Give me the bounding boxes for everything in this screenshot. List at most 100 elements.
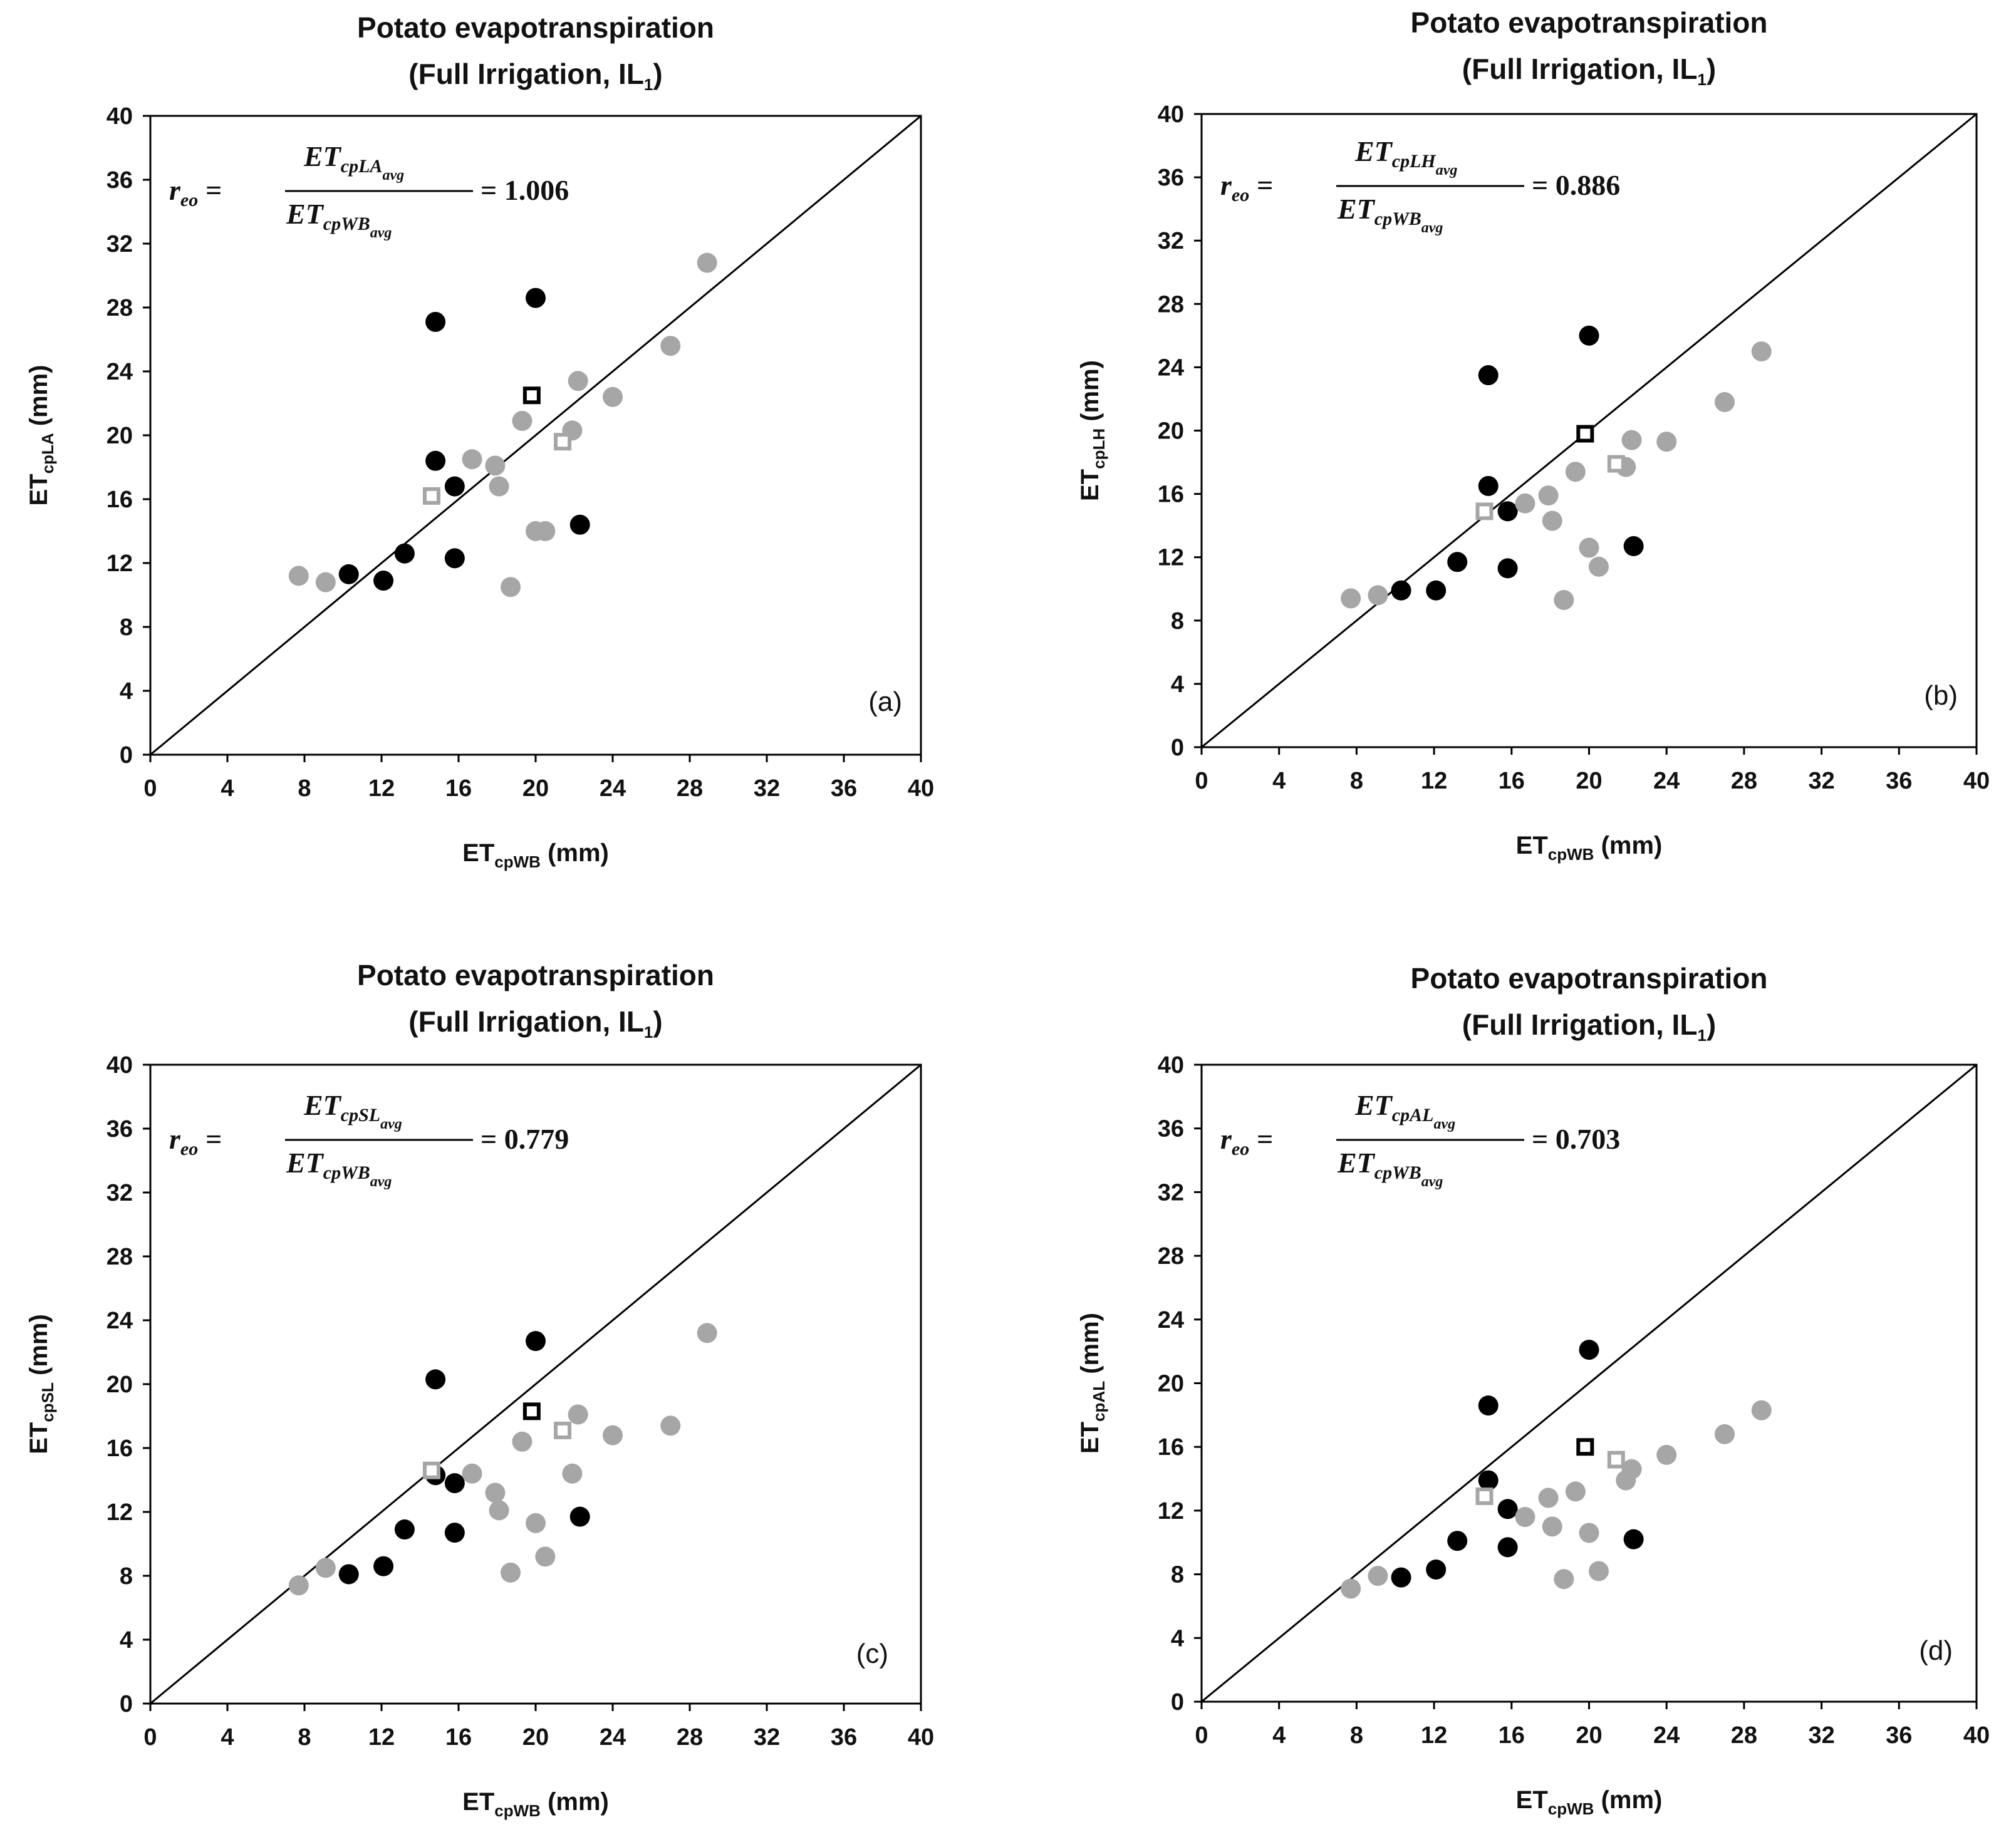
avg-marker-gray-avg (1475, 502, 1494, 520)
ratio-lhs-main: r (169, 1123, 181, 1155)
series-gray-avg (422, 433, 572, 505)
subtitle-text: ) (653, 1005, 662, 1038)
x-tick-label: 20 (522, 1724, 549, 1751)
chart-subtitle: (Full Irrigation, IL1) (408, 1005, 662, 1042)
x-axis-label-unit: (mm) (541, 839, 609, 867)
one-to-one-line (150, 115, 922, 756)
point-gray (1341, 588, 1361, 609)
x-tick-label: 24 (1653, 768, 1680, 794)
y-tick-label: 24 (1158, 354, 1184, 381)
ratio-lhs-main: r (1220, 169, 1232, 201)
x-axis-label-unit: (mm) (1594, 832, 1662, 859)
y-tick-label: 20 (1158, 418, 1184, 445)
point-black (1497, 558, 1518, 579)
subtitle-subscript: 1 (1697, 70, 1706, 89)
y-tick-label: 0 (120, 1691, 133, 1717)
y-tick-label: 12 (107, 1499, 133, 1526)
point-gray (485, 1482, 506, 1503)
point-gray (1554, 589, 1574, 610)
point-black (569, 1506, 590, 1527)
x-tick-label: 32 (754, 775, 780, 802)
x-tick-label: 12 (368, 1724, 395, 1751)
ratio-equals: = (198, 1123, 222, 1155)
x-axis-label: ETcpWB (mm) (462, 1788, 609, 1820)
y-axis-label: ETcpAL (mm) (1076, 1313, 1108, 1454)
ratio-den-main: ET (1337, 193, 1376, 225)
y-tick-label: 16 (107, 1436, 133, 1462)
avg-marker-gray-avg (1607, 1451, 1625, 1469)
y-tick-label: 28 (1158, 1243, 1184, 1270)
x-tick-label: 40 (1963, 768, 1990, 794)
x-tick-label: 4 (221, 775, 234, 802)
point-black (444, 1523, 465, 1543)
x-tick-label: 0 (143, 1724, 157, 1751)
series-black (1391, 1340, 1644, 1588)
avg-marker-gray-avg (1607, 455, 1625, 473)
one-to-one-line (1201, 1063, 1977, 1703)
subtitle-text: (Full Irrigation, IL (1462, 53, 1698, 85)
x-tick-label: 28 (1731, 1722, 1757, 1749)
point-gray (1565, 1481, 1586, 1502)
point-black (526, 1331, 546, 1352)
ratio-denominator: ETcpWBavg (286, 1147, 392, 1190)
x-tick-label: 28 (677, 1724, 703, 1751)
x-tick-label: 12 (1421, 768, 1447, 794)
avg-marker-black-avg (522, 1402, 541, 1420)
y-tick-label: 4 (120, 678, 133, 705)
x-tick-label: 20 (522, 775, 549, 802)
point-gray (1714, 1424, 1735, 1444)
point-gray (501, 1562, 521, 1583)
ratio-lhs-sub: eo (180, 190, 198, 210)
x-tick-label: 8 (1350, 768, 1363, 794)
point-gray (1621, 1459, 1642, 1479)
point-gray (526, 1513, 546, 1533)
point-gray (1656, 1444, 1677, 1465)
ratio-denominator: ETcpWBavg (1337, 193, 1443, 236)
ratio-den-sub2: avg (370, 1174, 392, 1190)
series-gray (1341, 341, 1772, 610)
ratio-denominator: ETcpWBavg (286, 198, 392, 241)
ratio-num-main: ET (303, 140, 342, 172)
x-tick-label: 40 (908, 1724, 934, 1751)
point-black (1623, 536, 1644, 557)
y-tick-label: 40 (1158, 1052, 1184, 1079)
x-axis-label-sub: cpWB (494, 852, 541, 871)
ratio-num-main: ET (1354, 1089, 1393, 1121)
subtitle-text: (Full Irrigation, IL (408, 1005, 644, 1038)
point-gray (1542, 1516, 1562, 1537)
x-tick-label: 28 (1731, 768, 1757, 794)
x-axis-label: ETcpWB (mm) (1516, 1786, 1663, 1818)
point-gray (1538, 1487, 1559, 1508)
point-gray (489, 476, 509, 497)
ratio-numerator: ETcpLAavg (303, 140, 404, 184)
x-tick-label: 36 (831, 775, 857, 802)
point-gray (1656, 432, 1677, 452)
series-black-avg (522, 1402, 541, 1420)
ratio-den-sub: cpWB (1374, 209, 1421, 229)
point-gray (1714, 392, 1735, 413)
subtitle-subscript: 1 (1697, 1026, 1706, 1045)
y-axis-label-main: ET (1076, 469, 1104, 501)
point-gray (1515, 493, 1535, 514)
y-tick-label: 8 (1171, 608, 1184, 634)
point-black (1478, 365, 1499, 386)
avg-marker-gray-avg (422, 487, 440, 505)
x-tick-label: 28 (677, 775, 703, 802)
subtitle-subscript: 1 (644, 1023, 653, 1042)
x-axis-label: ETcpWB (mm) (1516, 832, 1663, 864)
ratio-lhs-sub: eo (1232, 185, 1249, 205)
avg-marker-gray-avg (1475, 1487, 1494, 1506)
ratio-lhs-sub: eo (1232, 1139, 1249, 1159)
point-gray (660, 336, 681, 356)
subtitle-text: ) (1707, 53, 1716, 85)
point-black (394, 1519, 415, 1540)
y-tick-label: 32 (1158, 228, 1184, 254)
y-axis-label-sub: cpAL (1089, 1381, 1108, 1422)
point-gray (1368, 1566, 1388, 1586)
point-gray (288, 1575, 309, 1596)
point-gray (1538, 485, 1559, 506)
y-tick-label: 0 (1171, 735, 1184, 761)
y-tick-label: 36 (1158, 1116, 1184, 1142)
chart-title: Potato evapotranspiration (1411, 6, 1768, 39)
